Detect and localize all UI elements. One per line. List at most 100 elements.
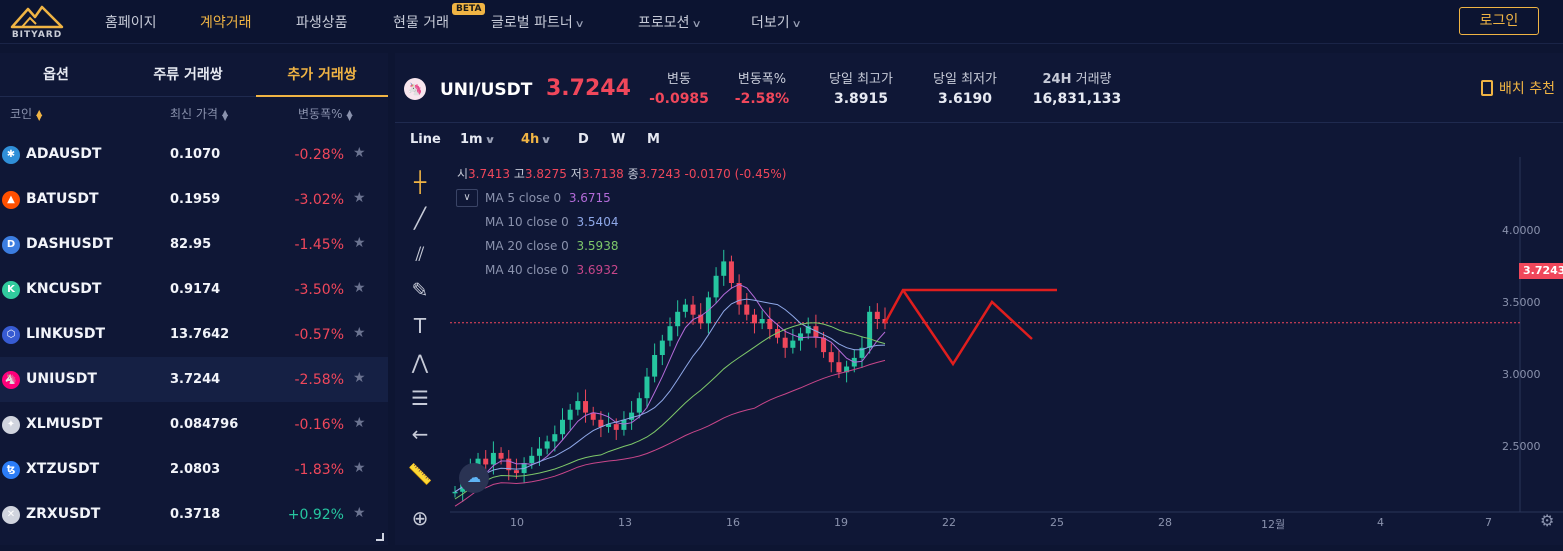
favorite-star-icon[interactable]: ★ — [353, 325, 366, 341]
chart-settings-icon[interactable]: ⚙ — [1540, 511, 1555, 530]
nav-promotion[interactable]: 프로모션 ∨ — [638, 12, 701, 32]
coin-price: 0.3718 — [170, 507, 221, 522]
tab-major-pairs[interactable]: 주류 거래쌍 — [153, 67, 223, 83]
timeframe-4h[interactable]: 4h∨ — [521, 132, 552, 147]
x-axis-tick: 28 — [1158, 516, 1172, 529]
timeframe-day[interactable]: D — [578, 132, 589, 147]
chevron-down-icon: ∨ — [574, 19, 585, 30]
timeframe-month[interactable]: M — [647, 132, 660, 147]
market-row-batusdt[interactable]: ▲ BATUSDT 0.1959 -3.02% ★ — [0, 177, 388, 222]
nav-derivatives[interactable]: 파생상품 — [296, 15, 348, 31]
favorite-star-icon[interactable]: ★ — [353, 145, 366, 161]
dash-icon: D — [2, 236, 20, 254]
candle-body — [844, 366, 850, 373]
candle-body — [782, 337, 788, 348]
ohlc-high: 3.8275 — [524, 167, 567, 181]
parallel-channel-icon[interactable]: ⫽ — [415, 242, 425, 266]
brush-icon[interactable]: ✎ — [411, 278, 429, 302]
coin-symbol: XLMUSDT — [26, 416, 103, 432]
candle-body — [498, 452, 504, 459]
resize-handle-icon[interactable] — [376, 533, 384, 541]
market-row-zrxusdt[interactable]: ✕ ZRXUSDT 0.3718 +0.92% ★ — [0, 492, 388, 537]
login-button[interactable]: 로그인 — [1459, 7, 1539, 35]
text-tool-icon[interactable]: T — [413, 314, 427, 338]
ma5-legend: MA 5 close 0 3.6715 — [485, 191, 611, 205]
candle-body — [629, 412, 635, 420]
ruler-icon[interactable]: 📏 — [407, 462, 433, 486]
column-header-price[interactable]: 최신 가격 ▲ ▼ — [170, 105, 228, 122]
favorite-star-icon[interactable]: ★ — [353, 505, 366, 521]
xtz-icon: ꜩ — [2, 461, 20, 479]
timeframe-line[interactable]: Line — [410, 132, 441, 147]
trading-pair[interactable]: UNI/USDT — [440, 80, 533, 100]
layout-icon — [1481, 80, 1493, 96]
ma40-label: MA 40 close 0 — [485, 263, 569, 277]
zoom-in-icon[interactable]: ⊕ — [411, 506, 429, 530]
candle-body — [552, 434, 558, 442]
market-row-xtzusdt[interactable]: ꜩ XTZUSDT 2.0803 -1.83% ★ — [0, 447, 388, 492]
column-header-change[interactable]: 변동폭% ▲ ▼ — [298, 105, 353, 122]
coin-price: 0.1070 — [170, 147, 221, 162]
candle-body — [567, 409, 573, 420]
market-list-panel: 옵션 주류 거래쌍 추가 거래쌍 코인 ▲ ▼ 최신 가격 ▲ ▼ 변동폭% ▲ ▼ ✱ AD… — [0, 53, 388, 545]
ma10-value: 3.5404 — [576, 215, 619, 229]
candle-body — [821, 337, 827, 353]
nav-global-partner[interactable]: 글로벌 파트너 ∨ — [491, 12, 585, 32]
coin-change: -2.58% — [294, 372, 344, 388]
timeframe-week[interactable]: W — [611, 132, 626, 147]
market-row-uniusdt[interactable]: 🦄 UNIUSDT 3.7244 -2.58% ★ — [0, 357, 388, 402]
market-row-xlmusdt[interactable]: ✦ XLMUSDT 0.084796 -0.16% ★ — [0, 402, 388, 447]
column-price-label: 최신 가격 — [170, 107, 218, 121]
x-axis-tick: 10 — [510, 516, 524, 529]
nav-contract-trading[interactable]: 계약거래 — [200, 15, 252, 31]
candle-body — [759, 319, 765, 324]
collapse-indicators-button[interactable]: ∨ — [456, 189, 478, 207]
candle-body — [621, 419, 627, 430]
favorite-star-icon[interactable]: ★ — [353, 190, 366, 206]
candlestick-chart[interactable] — [395, 157, 1563, 545]
market-row-dashusdt[interactable]: D DASHUSDT 82.95 -1.45% ★ — [0, 222, 388, 267]
candle-body — [652, 355, 658, 377]
coin-symbol: LINKUSDT — [26, 326, 106, 342]
tab-options[interactable]: 옵션 — [43, 67, 69, 83]
trendline-icon[interactable]: ╱ — [413, 206, 427, 230]
favorite-star-icon[interactable]: ★ — [353, 415, 366, 431]
pattern-icon[interactable]: ⋀ — [411, 350, 429, 374]
candle-body — [490, 452, 496, 465]
market-tabs: 옵션 주류 거래쌍 추가 거래쌍 — [0, 53, 388, 97]
timeframe-1m[interactable]: 1m∨ — [460, 132, 495, 147]
column-coin-label: 코인 — [10, 107, 33, 121]
y-axis-tick: 3.5000 — [1502, 296, 1541, 309]
bityard-logo[interactable]: BITYARD — [8, 3, 66, 41]
nav-home[interactable]: 홈페이지 — [105, 15, 157, 31]
favorite-star-icon[interactable]: ★ — [353, 235, 366, 251]
sort-icon: ▲ ▼ — [346, 107, 353, 122]
crosshair-icon[interactable]: ┼ — [413, 170, 427, 194]
market-row-linkusdt[interactable]: ⬡ LINKUSDT 13.7642 -0.57% ★ — [0, 312, 388, 357]
sort-icon: ▲ ▼ — [221, 107, 229, 122]
market-row-kncusdt[interactable]: K KNCUSDT 0.9174 -3.50% ★ — [0, 267, 388, 312]
nav-spot-trading[interactable]: 현물 거래 — [393, 15, 449, 31]
ma20-line — [454, 322, 886, 500]
nav-more[interactable]: 더보기 ∨ — [751, 12, 801, 32]
tab-additional-pairs[interactable]: 추가 거래쌍 — [256, 53, 388, 97]
ma20-legend: MA 20 close 0 3.5938 — [485, 239, 618, 253]
back-arrow-icon[interactable]: ← — [411, 422, 429, 446]
ma10-label: MA 10 close 0 — [485, 215, 569, 229]
favorite-star-icon[interactable]: ★ — [353, 370, 366, 386]
current-price-tag: 3.7243 — [1519, 263, 1563, 279]
favorite-star-icon[interactable]: ★ — [353, 280, 366, 296]
stat-label: 당일 최저가 — [933, 72, 997, 87]
column-header-coin[interactable]: 코인 ▲ ▼ — [10, 105, 42, 122]
brand-name: BITYARD — [11, 30, 63, 40]
coin-symbol: DASHUSDT — [26, 236, 113, 252]
beta-badge: BETA — [452, 3, 486, 15]
nav-promotion-label: 프로모션 — [638, 15, 690, 31]
candle-body — [636, 398, 642, 413]
timeframe-4h-label: 4h — [521, 132, 540, 147]
batch-recommend-button[interactable]: 배치 추천 — [1481, 78, 1555, 98]
fibonacci-icon[interactable]: ☰ — [411, 386, 429, 410]
favorite-star-icon[interactable]: ★ — [353, 460, 366, 476]
stat-label-prefix: 24H — [1042, 72, 1072, 87]
market-row-adausdt[interactable]: ✱ ADAUSDT 0.1070 -0.28% ★ — [0, 132, 388, 177]
